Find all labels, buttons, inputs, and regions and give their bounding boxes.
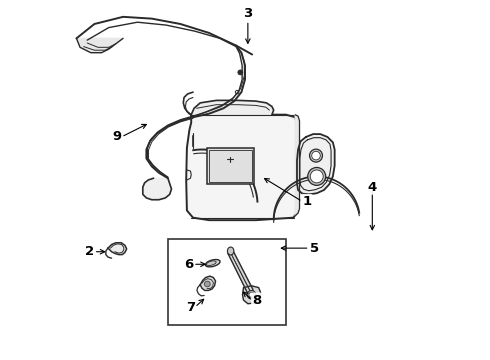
Text: 4: 4 [368,181,377,194]
Text: 1: 1 [302,195,312,208]
Circle shape [249,292,254,297]
Text: 3: 3 [243,8,252,21]
Text: 9: 9 [112,130,122,144]
Polygon shape [186,115,297,220]
Circle shape [312,151,320,160]
Ellipse shape [205,260,220,267]
Ellipse shape [227,247,234,255]
Text: 8: 8 [252,294,262,307]
Bar [168,239,286,325]
Circle shape [204,281,210,287]
Polygon shape [108,243,126,255]
Polygon shape [143,178,172,200]
Bar [207,148,254,184]
Circle shape [238,70,243,75]
Text: 6: 6 [184,258,193,271]
Polygon shape [297,134,335,194]
Polygon shape [295,115,299,216]
Bar [209,149,252,182]
Polygon shape [191,100,286,115]
Polygon shape [200,276,216,291]
Text: 7: 7 [186,301,195,314]
Circle shape [308,167,326,185]
Ellipse shape [206,261,216,266]
Text: 5: 5 [310,242,318,255]
Circle shape [310,170,323,183]
Circle shape [247,291,256,299]
Circle shape [310,149,322,162]
Polygon shape [76,39,123,53]
Polygon shape [243,286,261,304]
Polygon shape [228,250,253,295]
Text: 2: 2 [85,245,94,258]
